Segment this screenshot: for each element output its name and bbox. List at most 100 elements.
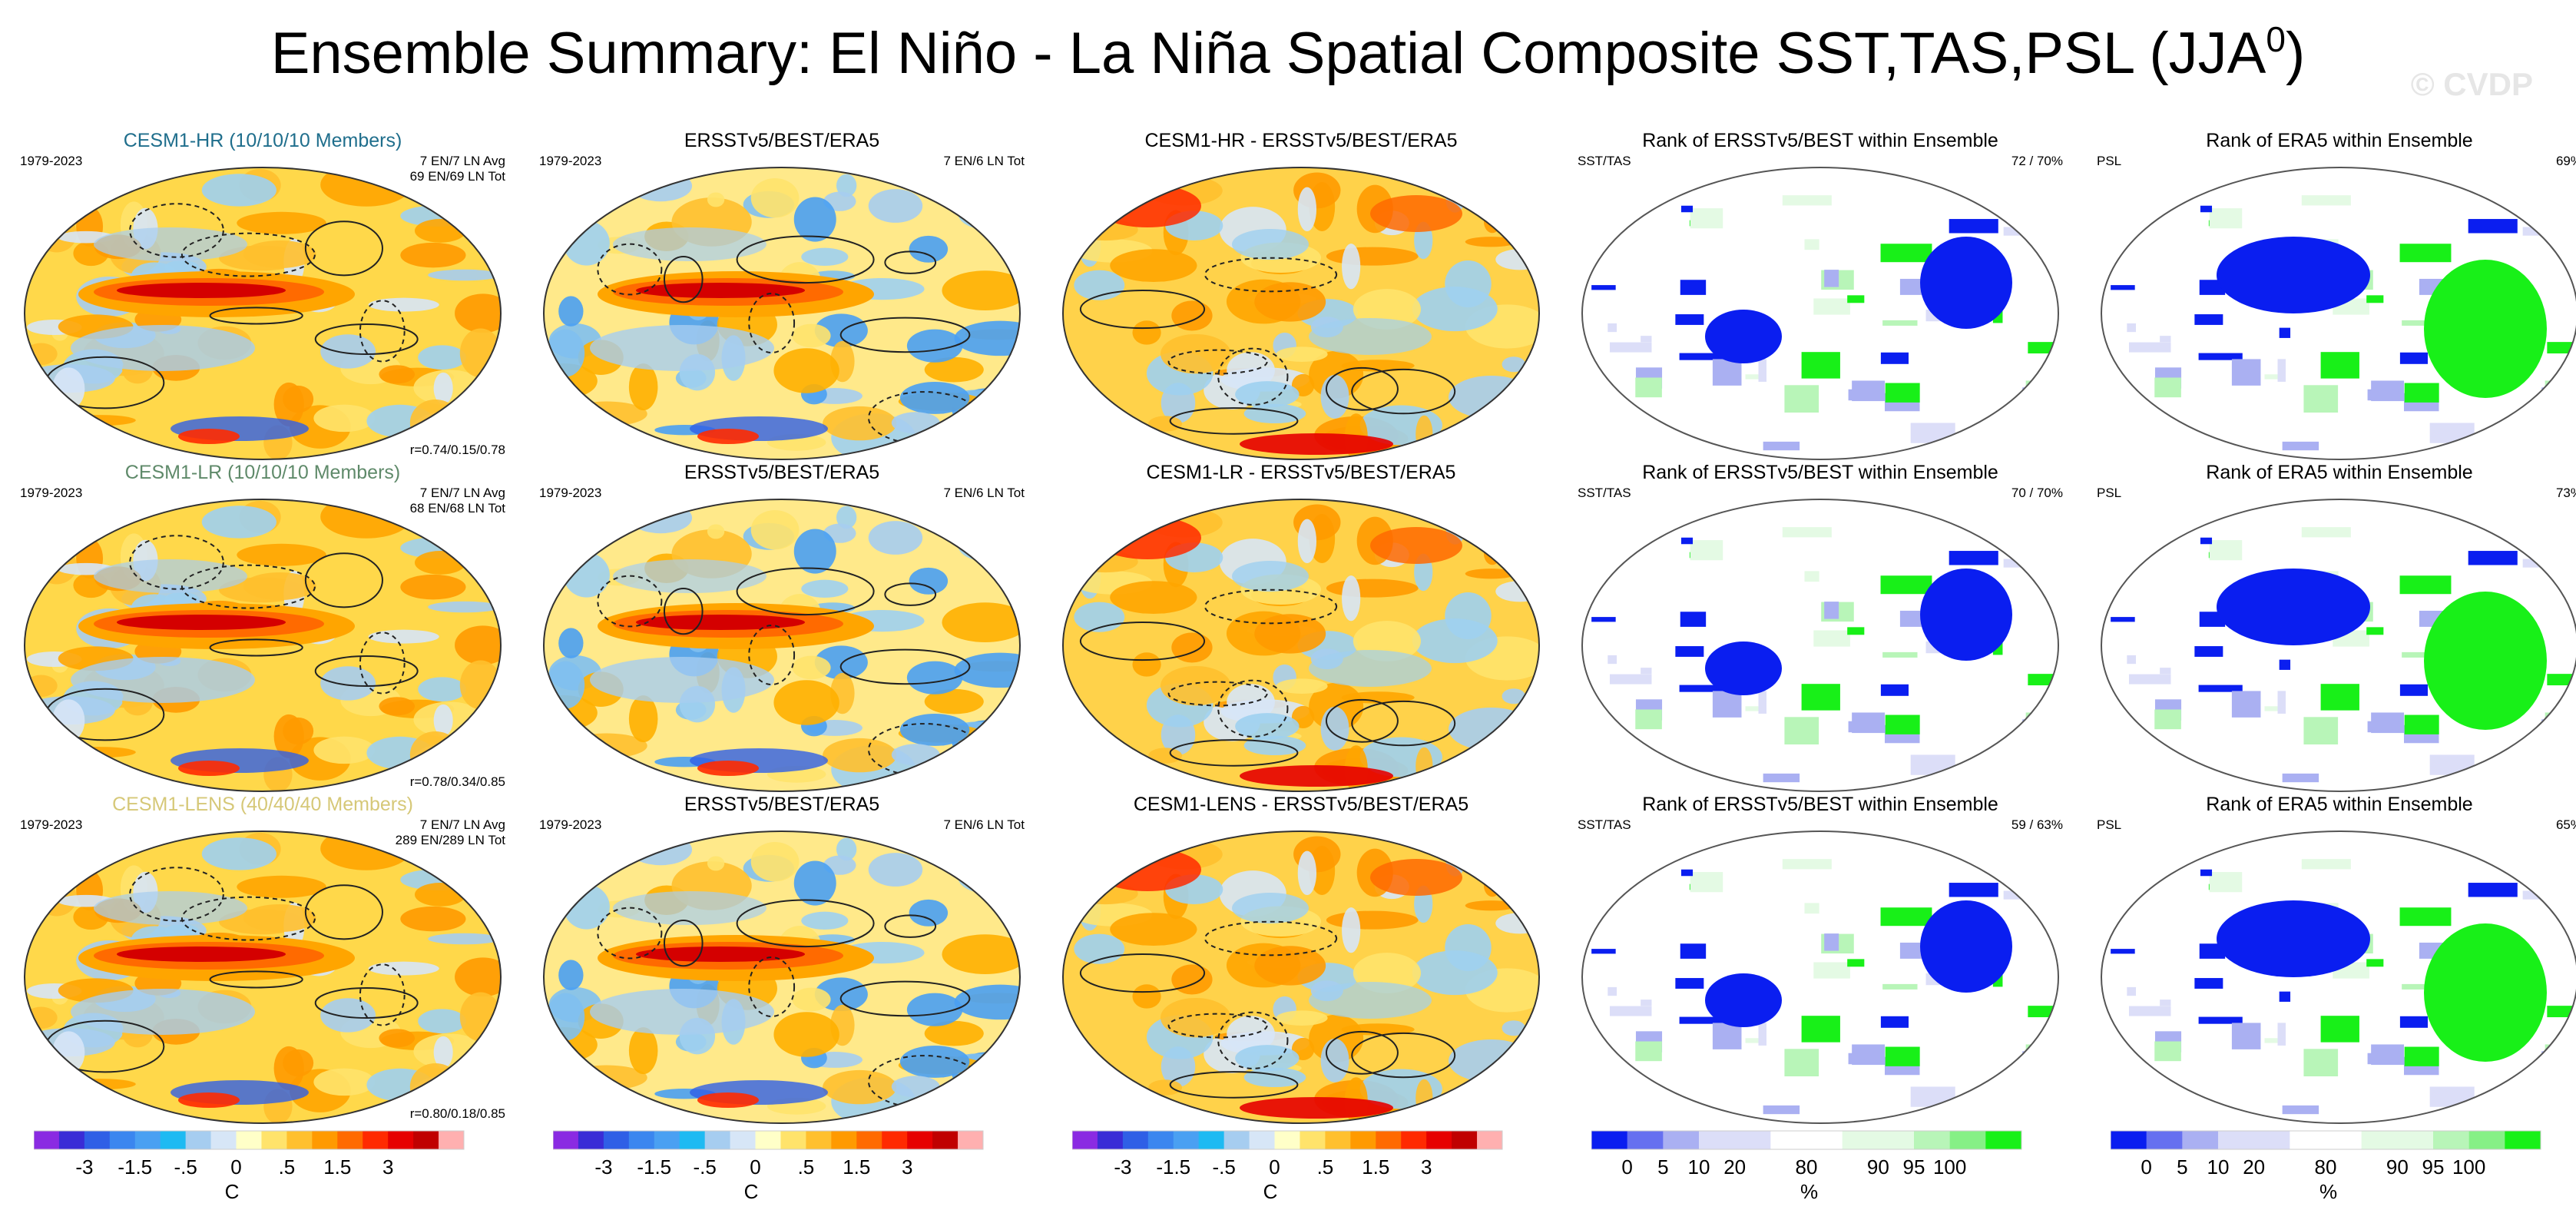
colorbar-tick-label: 95 xyxy=(2422,1155,2445,1179)
panel-right-line: 68 EN/68 LN Tot xyxy=(409,501,505,516)
colorbar-tick-label: 3 xyxy=(902,1155,912,1179)
panel-right-label: 65% xyxy=(2556,817,2576,833)
colorbar-tick-label: -3 xyxy=(1114,1155,1131,1179)
colorbar-swatch xyxy=(1072,1131,1098,1149)
colorbar-swatch xyxy=(2505,1131,2541,1149)
colorbar-swatch xyxy=(2361,1131,2398,1149)
colorbar-swatch xyxy=(932,1131,959,1149)
colorbar-tick-label: .5 xyxy=(279,1155,296,1179)
panel-title: ERSSTv5/BEST/ERA5 xyxy=(684,130,880,151)
map-panel: CESM1-HR - ERSSTv5/BEST/ERA5 xyxy=(1048,129,1555,467)
anomaly-map xyxy=(1062,499,1540,792)
colorbar-swatch xyxy=(806,1131,832,1149)
colorbar-swatch xyxy=(2397,1131,2434,1149)
colorbar-swatch xyxy=(654,1131,680,1149)
panel-right-label: 7 EN/7 LN Avg 68 EN/68 LN Tot xyxy=(410,486,505,516)
anomaly-map xyxy=(543,830,1021,1124)
panel-right-line: 72 / 70% xyxy=(2011,154,2063,168)
colorbar-units: C xyxy=(1263,1180,1278,1203)
colorbar-swatch xyxy=(1097,1131,1124,1149)
colorbar-swatch xyxy=(553,1131,579,1149)
colorbar-tick-label: 1.5 xyxy=(1362,1155,1389,1179)
panel-left-label: SST/TAS xyxy=(1578,486,1631,500)
colorbar-swatch xyxy=(2253,1131,2290,1149)
colorbar-swatch xyxy=(413,1131,439,1149)
rank-map xyxy=(2101,167,2576,460)
anomaly-map xyxy=(24,167,502,460)
panel-title: Rank of ERSSTv5/BEST within Ensemble xyxy=(1642,794,1998,815)
panel-title: CESM1-HR - ERSSTv5/BEST/ERA5 xyxy=(1144,130,1458,151)
panel-right-line: 65% xyxy=(2555,817,2576,832)
colorbar-tick-label: 0 xyxy=(230,1155,241,1179)
colorbar-swatch xyxy=(1985,1131,2022,1149)
map-outline xyxy=(1062,830,1540,1124)
colorbar-tick-label: 100 xyxy=(1933,1155,1966,1179)
colorbar-tick-label: .5 xyxy=(798,1155,815,1179)
colorbar-tick-label: 1.5 xyxy=(323,1155,351,1179)
colorbar-swatch xyxy=(261,1131,287,1149)
panel-left-label: 1979-2023 xyxy=(20,486,83,500)
colorbar-swatch xyxy=(730,1131,757,1149)
colorbar-tick-label: -.5 xyxy=(693,1155,716,1179)
panel-left-label: 1979-2023 xyxy=(539,486,602,500)
map-outline xyxy=(24,830,502,1124)
map-outline xyxy=(24,167,502,460)
anomaly-colorbar: -3 -1.5 -.5 0 .5 1.5 3 C xyxy=(34,1129,472,1214)
colorbar-swatch xyxy=(1734,1131,1771,1149)
pattern-correlation-label: r=0.74/0.15/0.78 xyxy=(409,443,505,457)
map-outline xyxy=(2101,167,2576,460)
colorbar-tick-label: -.5 xyxy=(174,1155,197,1179)
rank-field xyxy=(1582,831,2058,1123)
panel-title: Rank of ERA5 within Ensemble xyxy=(2206,794,2473,815)
colorbar-swatch xyxy=(1842,1131,1879,1149)
map-field xyxy=(25,499,501,791)
panel-left-label: SST/TAS xyxy=(1578,817,1631,832)
colorbar-swatch xyxy=(578,1131,604,1149)
map-panel: CESM1-LR - ERSSTv5/BEST/ERA5 xyxy=(1048,461,1555,799)
colorbar-tick-label: 0 xyxy=(750,1155,760,1179)
map-outline xyxy=(543,830,1021,1124)
colorbar-swatch xyxy=(84,1131,111,1149)
rank-map xyxy=(1581,167,2059,460)
map-panel: Rank of ERA5 within Ensemble PSL 69% xyxy=(2086,129,2576,467)
colorbar-swatch xyxy=(2433,1131,2470,1149)
panel-title: CESM1-LR (10/10/10 Members) xyxy=(124,462,401,483)
map-field xyxy=(544,831,1020,1123)
panel-title: CESM1-HR (10/10/10 Members) xyxy=(123,130,402,151)
colorbar-swatch xyxy=(1249,1131,1276,1149)
panel-right-line: 289 EN/289 LN Tot xyxy=(395,833,505,847)
colorbar-swatch xyxy=(2218,1131,2255,1149)
map-outline xyxy=(2101,830,2576,1124)
cvdp-watermark: © CVDP xyxy=(2410,66,2533,102)
panel-right-label: 7 EN/7 LN Avg 289 EN/289 LN Tot xyxy=(396,817,505,848)
colorbar-tick-label: -.5 xyxy=(1212,1155,1235,1179)
panel-right-label: 70 / 70% xyxy=(2011,486,2063,501)
panel-right-label: 7 EN/7 LN Avg 69 EN/69 LN Tot xyxy=(410,154,505,184)
colorbar-swatch xyxy=(337,1131,363,1149)
colorbar-swatch xyxy=(831,1131,857,1149)
main-title: Ensemble Summary: El Niño - La Niña Spat… xyxy=(270,19,2306,86)
map-panel: Rank of ERSSTv5/BEST within Ensemble SST/… xyxy=(1567,129,2074,467)
panel-left-label: PSL xyxy=(2097,154,2122,168)
panel-title: CESM1-LR - ERSSTv5/BEST/ERA5 xyxy=(1146,462,1456,483)
colorbar-swatch xyxy=(2326,1131,2362,1149)
panel-right-line: 7 EN/6 LN Tot xyxy=(943,154,1025,168)
colorbar-swatch xyxy=(1699,1131,1736,1149)
map-outline xyxy=(1062,167,1540,460)
colorbar-swatch xyxy=(439,1131,465,1149)
map-field xyxy=(25,831,501,1123)
panel-right-line: 69 EN/69 LN Tot xyxy=(409,169,505,184)
colorbar-swatch xyxy=(1878,1131,1915,1149)
map-field xyxy=(544,167,1020,459)
panel-left-label: PSL xyxy=(2097,486,2122,500)
panel-right-label: 72 / 70% xyxy=(2011,154,2063,169)
panel-title: Rank of ERA5 within Ensemble xyxy=(2206,462,2473,483)
map-field xyxy=(25,167,501,459)
colorbar-swatch xyxy=(1300,1131,1326,1149)
panel-right-label: 7 EN/6 LN Tot xyxy=(943,486,1025,501)
colorbar-swatch xyxy=(1663,1131,1700,1149)
panel-title: Rank of ERSSTv5/BEST within Ensemble xyxy=(1642,462,1998,483)
rank-map xyxy=(1581,499,2059,792)
colorbar-swatch xyxy=(134,1131,161,1149)
colorbar-swatch xyxy=(286,1131,313,1149)
